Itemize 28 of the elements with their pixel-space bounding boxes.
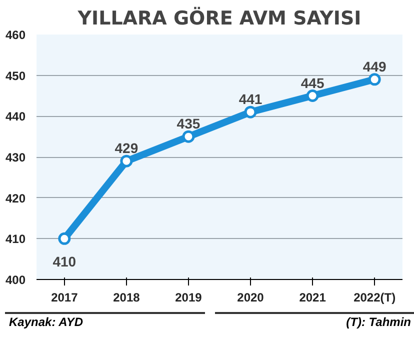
- data-label: 410: [52, 254, 76, 270]
- y-tick-label: 460: [5, 28, 26, 42]
- x-tick-label: 2020: [237, 290, 264, 304]
- data-label: 449: [362, 58, 386, 74]
- data-label: 429: [114, 140, 138, 156]
- text: Kaynak: AYD: [9, 314, 84, 331]
- y-tick-label: 410: [5, 232, 26, 246]
- point: [120, 154, 133, 168]
- data-label: 441: [238, 91, 262, 108]
- y-tick-label: 440: [5, 110, 26, 124]
- y-tick-label: 450: [5, 68, 26, 83]
- x-tick-label: 2017: [51, 290, 78, 304]
- chart-title: YILLARA GÖRE AVM SAYISI: [76, 6, 362, 30]
- x-tick-label: 2021: [299, 290, 326, 304]
- point: [58, 232, 71, 245]
- data-label: 445: [300, 74, 324, 91]
- x-tick-label: 2022(T): [354, 290, 396, 304]
- y-tick-label: 430: [5, 150, 26, 164]
- data-label: 435: [176, 116, 200, 132]
- y-tick-label: 420: [5, 191, 26, 206]
- point: [306, 90, 319, 102]
- point: [182, 130, 195, 143]
- x-tick-label: 2018: [113, 290, 140, 304]
- point: [368, 73, 381, 86]
- point: [244, 106, 257, 118]
- y-tick-label: 400: [5, 273, 26, 287]
- text: (T): Tahmin: [346, 314, 411, 331]
- x-tick-label: 2019: [175, 290, 202, 304]
